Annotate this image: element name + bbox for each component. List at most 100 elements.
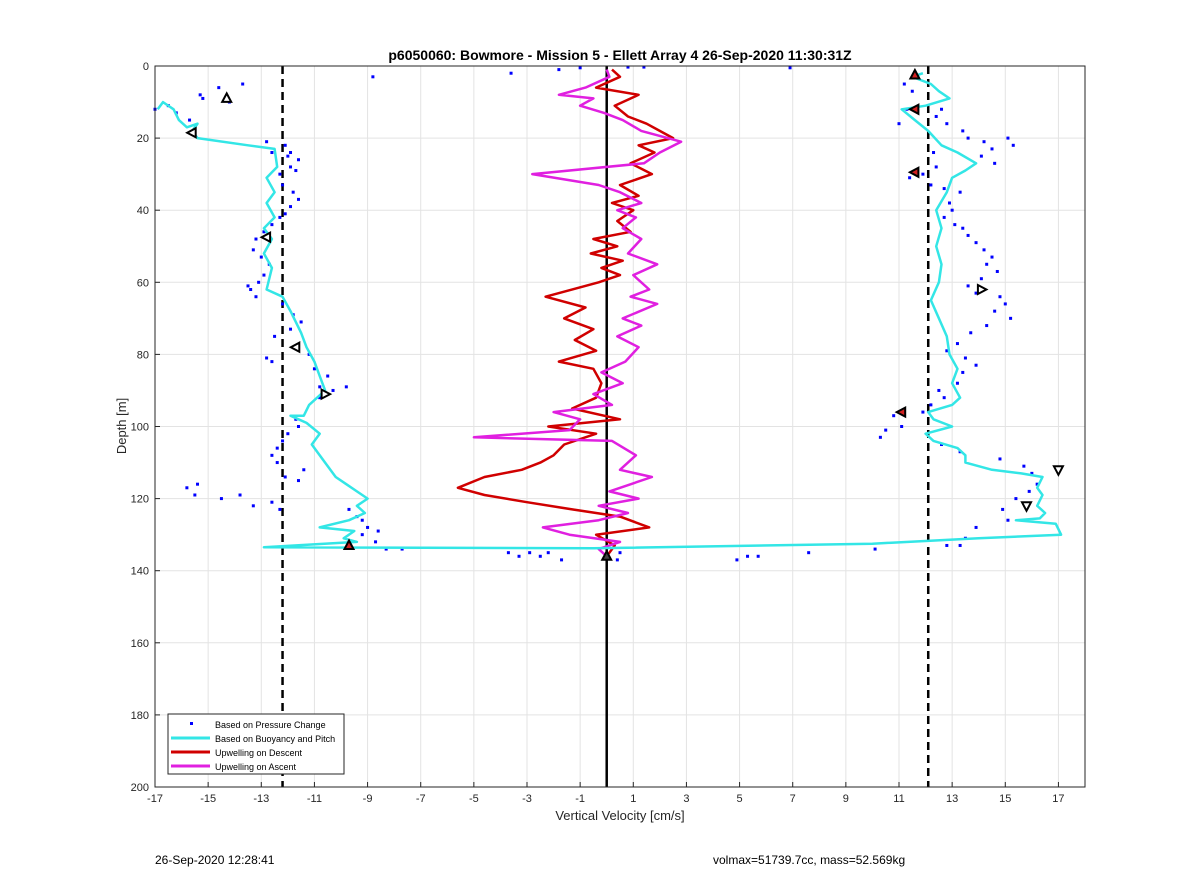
pressure-change-point — [270, 500, 274, 504]
pressure-change-point — [974, 241, 978, 245]
x-tick-label: 13 — [946, 793, 958, 805]
x-tick-label: -15 — [200, 793, 216, 805]
pressure-change-point — [955, 381, 959, 385]
pressure-change-point — [254, 295, 258, 299]
pressure-change-point — [900, 425, 904, 428]
profile-marker — [894, 405, 907, 419]
pressure-change-point — [249, 288, 253, 292]
pressure-change-point — [642, 65, 646, 69]
profile-marker — [259, 231, 272, 244]
pressure-change-point — [246, 284, 250, 288]
profile-marker — [907, 166, 920, 179]
pressure-change-point — [974, 525, 978, 529]
pressure-change-point — [265, 140, 269, 144]
pressure-change-point — [974, 363, 978, 367]
pressure-change-point — [966, 136, 970, 140]
pressure-change-point — [289, 327, 293, 331]
upwelling-on-descent-line — [456, 68, 675, 558]
y-tick-label: 80 — [137, 349, 149, 361]
pressure-change-point — [251, 248, 255, 252]
pressure-change-point — [286, 432, 290, 436]
legend: Based on Pressure Change Based on Buoyan… — [167, 713, 345, 775]
pressure-change-point — [509, 71, 513, 75]
chart-title: p6050060: Bowmore - Mission 5 - Ellett A… — [388, 47, 852, 63]
pressure-change-point — [560, 558, 564, 562]
pressure-change-point — [557, 68, 561, 72]
pressure-change-point — [344, 385, 348, 389]
pressure-change-point — [746, 554, 750, 558]
pressure-change-point — [275, 446, 279, 450]
pressure-change-point — [278, 215, 282, 219]
legend-swatch-pressure — [190, 722, 193, 725]
pressure-change-point — [985, 324, 989, 328]
pressure-change-point — [188, 118, 192, 122]
pressure-change-point — [934, 165, 938, 169]
pressure-change-point — [979, 154, 983, 158]
pressure-change-point — [993, 309, 997, 313]
pressure-change-point — [360, 518, 364, 522]
pressure-change-point — [921, 172, 925, 176]
pressure-change-point — [270, 151, 274, 155]
profile-marker — [342, 538, 356, 550]
pressure-change-point — [756, 554, 760, 558]
profile-marker — [185, 126, 197, 139]
pressure-change-point — [958, 190, 962, 194]
pressure-change-point — [993, 161, 997, 165]
pressure-change-point — [958, 543, 962, 547]
pressure-change-point — [1035, 482, 1039, 486]
pressure-change-point — [910, 89, 914, 93]
pressure-change-point — [289, 151, 293, 155]
pressure-change-point — [937, 388, 941, 392]
footer-vessel-info: volmax=51739.7cc, mass=52.569kg — [713, 853, 906, 867]
y-tick-label: 180 — [131, 710, 149, 722]
pressure-change-point — [506, 551, 510, 555]
pressure-change-point — [947, 201, 951, 205]
pressure-change-point — [185, 486, 189, 490]
pressure-change-point — [528, 551, 532, 555]
profile-marker — [320, 387, 333, 401]
profile-marker — [976, 283, 989, 296]
x-tick-label: -3 — [522, 793, 532, 805]
pressure-change-point — [998, 295, 1002, 299]
pressure-change-point — [538, 554, 542, 558]
profile-marker — [220, 91, 233, 103]
pressure-change-point — [289, 205, 293, 209]
pressure-change-point — [969, 331, 973, 335]
pressure-change-point — [296, 479, 300, 483]
profile-marker — [600, 549, 613, 561]
pressure-change-point — [296, 158, 300, 162]
pressure-change-point — [302, 468, 306, 472]
pressure-change-point — [400, 547, 404, 551]
pressure-change-point — [254, 237, 258, 241]
pressure-change-point — [884, 428, 888, 432]
pressure-change-point — [990, 255, 994, 259]
pressure-change-point — [1006, 518, 1010, 522]
pressure-change-point — [998, 457, 1002, 461]
pressure-change-point — [945, 543, 949, 547]
legend-label-buoyancy: Based on Buoyancy and Pitch — [215, 734, 335, 744]
x-tick-label: -7 — [416, 793, 426, 805]
pressure-change-point — [251, 504, 255, 508]
pressure-change-point — [326, 374, 330, 378]
pressure-change-point — [299, 320, 303, 324]
pressure-change-point — [283, 212, 287, 216]
pressure-change-point — [934, 114, 938, 118]
pressure-change-point — [953, 223, 957, 227]
pressure-change-point — [257, 280, 261, 284]
pressure-change-point — [985, 262, 989, 266]
profile-marker — [1052, 465, 1065, 477]
upwelling-on-ascent-line — [472, 69, 683, 558]
pressure-change-point — [360, 533, 364, 537]
pressure-change-point — [1006, 136, 1010, 140]
y-tick-label: 40 — [137, 205, 149, 217]
pressure-change-point — [1003, 302, 1007, 306]
x-tick-label: 7 — [790, 793, 796, 805]
x-tick-label: 17 — [1052, 793, 1064, 805]
pressure-change-point — [281, 302, 285, 306]
pressure-change-point — [995, 269, 999, 273]
x-tick-label: 11 — [893, 793, 904, 805]
profile-marker — [907, 103, 920, 116]
pressure-change-point — [278, 172, 282, 176]
pressure-change-point — [366, 525, 370, 529]
x-tick-label: -9 — [363, 793, 373, 805]
